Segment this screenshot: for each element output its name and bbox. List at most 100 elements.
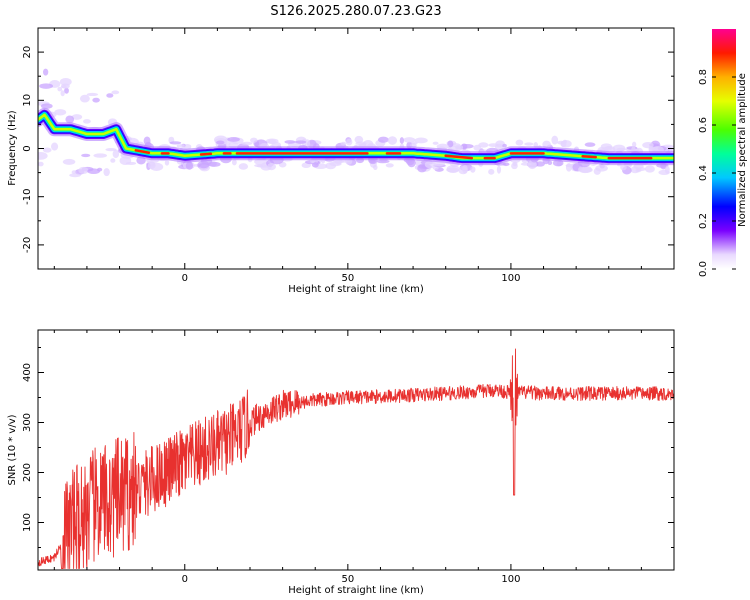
spectrogram-blob (616, 147, 627, 151)
spectrogram-hot-segment (134, 149, 151, 154)
spectrogram-blob (93, 153, 108, 158)
colorbar-label: Normalized spectral amplitude (737, 73, 748, 227)
spectrogram-blob (227, 136, 240, 142)
spectrogram-blob (311, 162, 319, 168)
snr-x-tick-label: 100 (501, 574, 520, 585)
spectrogram-blob (60, 90, 65, 97)
snr-x-tick-label: 0 (182, 574, 188, 585)
colorbar-tick-label: 0.2 (698, 213, 709, 229)
spectrogram-blob (231, 159, 237, 166)
snr-x-axis-label: Height of straight line (km) (288, 585, 424, 596)
spectrogram-blob (216, 140, 225, 145)
spectrogram-y-tick-label: 20 (22, 46, 33, 59)
spectrogram-blob (494, 143, 504, 151)
spectrogram-blob (267, 162, 276, 171)
spectrogram-blob (414, 137, 428, 144)
spectrogram-blob (60, 83, 70, 89)
spectrogram-blob (59, 77, 72, 86)
spectrogram-blob (578, 165, 592, 174)
spectrogram-blob (40, 103, 53, 109)
spectrogram-blob (164, 159, 170, 166)
spectrogram-blob (103, 168, 110, 177)
spectrogram-blob (71, 170, 77, 174)
spectrogram-blob (87, 168, 101, 175)
spectrogram-blob (565, 162, 572, 172)
spectrogram-hot-segment (199, 152, 213, 156)
spectrogram-blob (64, 87, 69, 94)
spectrogram-blob (69, 173, 81, 178)
spectrogram-hot-segment (444, 154, 474, 160)
spectrogram-blob (241, 141, 253, 146)
spectrogram-x-tick-label: 100 (501, 273, 520, 284)
spectrogram-blob (407, 158, 416, 168)
spectrogram-blob (502, 143, 507, 148)
spectrogram-blob (458, 166, 468, 175)
spectrogram-blob (560, 140, 567, 148)
spectrogram-blob (92, 97, 100, 103)
spectrogram-x-axis-label: Height of straight line (km) (288, 284, 424, 295)
spectrogram-blob (369, 159, 376, 163)
spectrogram-y-tick-label: 0 (22, 145, 33, 151)
spectrogram-blob (478, 142, 489, 148)
spectrogram-blob (71, 114, 83, 120)
spectrogram-blob (250, 137, 258, 143)
snr-plot-area (38, 330, 674, 570)
spectrogram-blob (105, 148, 117, 152)
spectrogram-blob (169, 141, 182, 145)
spectrogram-blob (86, 92, 99, 97)
snr-y-tick-label: 400 (22, 363, 33, 382)
snr-y-tick-label: 100 (22, 513, 33, 532)
spectrogram-blob (620, 164, 627, 171)
spectrogram-blob (551, 135, 559, 145)
spectrogram-blob (51, 142, 59, 151)
spectrogram-blob (82, 119, 91, 124)
spectrogram-blob (62, 158, 76, 165)
spectrogram-blob (542, 140, 551, 149)
spectrogram-blob (78, 166, 89, 175)
spectrogram-blob (284, 140, 296, 144)
colorbar: 0.0 0.2 0.4 0.6 0.8 Normalized spectral ampl… (698, 29, 748, 277)
spectrogram-blob (432, 166, 439, 170)
spectrogram-blob (57, 86, 63, 92)
snr-frame (37, 329, 675, 571)
spectrogram-blob (110, 158, 116, 163)
spectrogram-blob (447, 140, 454, 148)
spectrogram-y-axis-label: Frequency (Hz) (7, 110, 18, 186)
spectrogram-blob (377, 136, 389, 143)
spectrogram-blob (43, 68, 49, 76)
colorbar-gradient (712, 29, 736, 269)
snr-marks (38, 348, 674, 569)
spectrogram-blob (254, 164, 264, 168)
spectrogram-blob (325, 162, 337, 170)
spectrogram-blob (208, 161, 221, 167)
spectrogram-x-tick-label: 50 (341, 273, 354, 284)
spectrogram-blob (39, 83, 54, 89)
spectrogram-blob (403, 137, 416, 143)
spectrogram-blob (512, 161, 518, 167)
snr-panel: 0 50 100 100 200 300 400 Height of straight li… (7, 329, 675, 596)
spectrogram-blob (496, 165, 502, 174)
spectrogram-blob (54, 109, 67, 116)
colorbar-ticks: 0.0 0.2 0.4 0.6 0.8 (698, 69, 736, 277)
spectrogram-blob (373, 164, 378, 170)
spectrogram-blob (632, 141, 637, 148)
spectrogram-panel: 0 50 100 -20 -10 0 10 20 Height of straight lin… (7, 27, 675, 295)
snr-y-axis-label: SNR (10 * v/v) (7, 414, 18, 485)
spectrogram-blob (111, 90, 120, 95)
colorbar-tick-label: 0.0 (698, 261, 709, 277)
spectrogram-blob (515, 139, 524, 146)
spectrogram-y-tick-label: 10 (22, 94, 33, 107)
spectrogram-blob (267, 139, 277, 144)
spectrogram-y-tick-label: -10 (22, 189, 33, 205)
colorbar-tick-label: 0.8 (698, 69, 709, 85)
spectrogram-blob (38, 151, 48, 160)
spectrogram-blob (81, 153, 91, 158)
spectrogram-blob (385, 163, 394, 168)
spectrogram-x-tick-label: 0 (182, 273, 188, 284)
spectrogram-blob (664, 165, 670, 174)
spectrogram-blob (470, 166, 476, 173)
spectrogram-blob (473, 144, 482, 151)
spectrogram-ticks: 0 50 100 -20 -10 0 10 20 (22, 27, 675, 284)
spectrogram-blob (38, 161, 44, 167)
